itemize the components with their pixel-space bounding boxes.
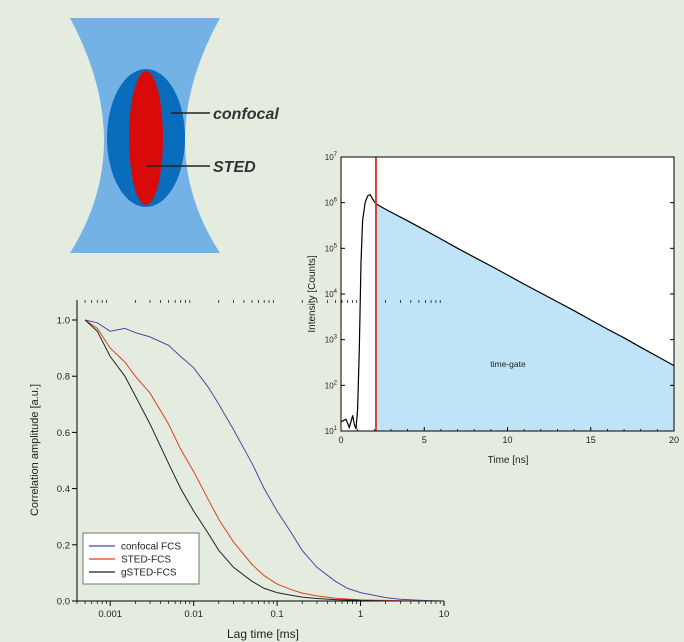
decay-y-tick-label: 101 <box>325 426 338 436</box>
fcs-y-tick-label: 0.6 <box>57 428 70 439</box>
decay-y-axis-label: Intensity [Counts] <box>307 255 318 332</box>
decay-series-line <box>340 193 675 430</box>
decay-annotation: time-gate <box>490 359 526 369</box>
decay-chart: 0 5 10 15 20 101 102 103 104 105 106 107 time-gate… <box>307 152 679 466</box>
decay-x-axis-label: Time [ns] <box>488 455 529 466</box>
confocal-label: confocal <box>213 106 279 123</box>
fcs-x-axis-label: Lag time [ms] <box>227 627 299 641</box>
fcs-legend-items: confocal FCS STED-FCS gSTED-FCS <box>89 542 181 579</box>
fcs-series-line-2 <box>84 319 444 602</box>
fcs-chart: 0.001 0.01 0.1 1 10 0.0 0.2 0.4 0.6 0.8 1.0 confo… <box>29 300 449 641</box>
time-gate-area <box>375 203 674 431</box>
fcs-series-group <box>84 319 445 602</box>
decay-x-tick-label: 15 <box>586 435 596 445</box>
fcs-legend-label: STED-FCS <box>121 555 171 566</box>
decay-x-tick-label: 0 <box>338 435 343 445</box>
decay-x-tick-label: 20 <box>669 435 679 445</box>
fcs-x-tick-label: 0.1 <box>270 609 283 620</box>
decay-y-tick-label: 103 <box>325 335 338 345</box>
fcs-x-ticks: 0.001 0.01 0.1 1 10 <box>76 300 450 620</box>
fcs-x-tick-label: 0.01 <box>184 609 203 620</box>
fcs-y-tick-label: 1.0 <box>57 316 70 327</box>
fcs-x-tick-label: 10 <box>439 609 450 620</box>
sted-label: STED <box>213 159 256 176</box>
fcs-x-tick-label: 1 <box>358 609 363 620</box>
decay-x-tick-label: 10 <box>502 435 512 445</box>
fcs-legend-label: confocal FCS <box>121 542 181 553</box>
fcs-series-line-1 <box>84 319 445 602</box>
decay-y-tick-label: 102 <box>325 380 338 390</box>
decay-y-ticks: 101 102 103 104 105 106 107 <box>325 152 674 436</box>
fcs-y-tick-label: 0.2 <box>57 540 70 551</box>
fcs-y-tick-label: 0.0 <box>57 597 70 608</box>
beam-diagram: confocal STED <box>70 18 279 253</box>
decay-series-group <box>340 193 675 430</box>
fcs-legend-label: gSTED-FCS <box>121 568 177 579</box>
fcs-y-ticks: 0.0 0.2 0.4 0.6 0.8 1.0 <box>57 316 77 608</box>
fcs-x-tick-label: 0.001 <box>98 609 122 620</box>
decay-x-tick-label: 5 <box>422 435 427 445</box>
fcs-y-tick-label: 0.8 <box>57 372 70 383</box>
decay-y-tick-label: 106 <box>325 198 338 208</box>
decay-x-ticks: 0 5 10 15 20 <box>338 427 679 445</box>
fcs-series-line-3 <box>84 319 444 602</box>
sted-spot <box>129 71 163 205</box>
decay-y-tick-label: 104 <box>325 289 338 299</box>
decay-y-tick-label: 107 <box>325 152 338 162</box>
decay-y-tick-label: 105 <box>325 243 338 253</box>
fcs-legend: confocal FCS STED-FCS gSTED-FCS <box>82 532 200 585</box>
fcs-y-tick-label: 0.4 <box>57 484 70 495</box>
fcs-y-axis-label: Correlation amplitude [a.u.] <box>29 384 41 516</box>
